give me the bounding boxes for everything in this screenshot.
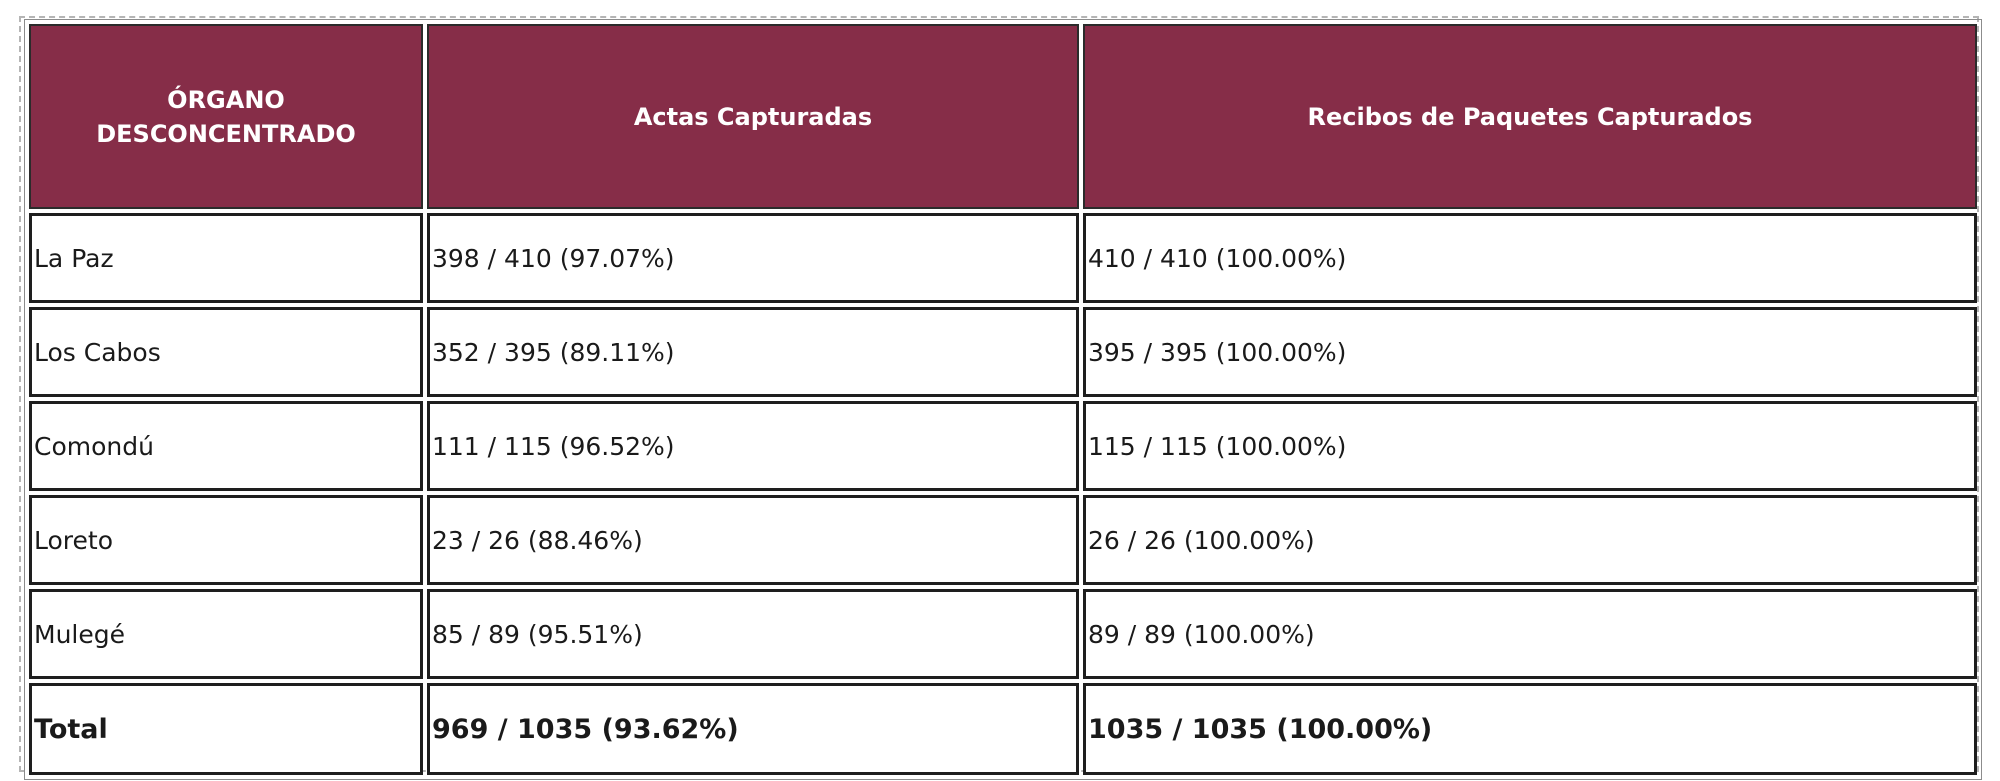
cell-actas: 85 / 89 (95.51%) (427, 589, 1079, 679)
cell-organo: Los Cabos (29, 307, 423, 397)
header-organo-line1: ÓRGANO DESCONCENTRADO (96, 85, 356, 148)
total-label: Total (29, 683, 423, 775)
header-actas: Actas Capturadas (427, 24, 1079, 209)
table-row: Loreto 23 / 26 (88.46%) 26 / 26 (100.00%… (29, 495, 1977, 585)
cell-organo: Loreto (29, 495, 423, 585)
cell-organo: La Paz (29, 213, 423, 303)
cell-actas: 111 / 115 (96.52%) (427, 401, 1079, 491)
header-recibos: Recibos de Paquetes Capturados (1083, 24, 1977, 209)
cell-actas: 352 / 395 (89.11%) (427, 307, 1079, 397)
cell-organo: Mulegé (29, 589, 423, 679)
cell-actas: 23 / 26 (88.46%) (427, 495, 1079, 585)
total-recibos: 1035 / 1035 (100.00%) (1083, 683, 1977, 775)
cell-organo: Comondú (29, 401, 423, 491)
cell-recibos: 115 / 115 (100.00%) (1083, 401, 1977, 491)
cell-recibos: 410 / 410 (100.00%) (1083, 213, 1977, 303)
table-row: La Paz 398 / 410 (97.07%) 410 / 410 (100… (29, 213, 1977, 303)
header-organo: ÓRGANO DESCONCENTRADO (29, 24, 423, 209)
table-row: Mulegé 85 / 89 (95.51%) 89 / 89 (100.00%… (29, 589, 1977, 679)
table-header-row: ÓRGANO DESCONCENTRADO Actas Capturadas R… (29, 24, 1977, 209)
table-row: Comondú 111 / 115 (96.52%) 115 / 115 (10… (29, 401, 1977, 491)
cell-recibos: 26 / 26 (100.00%) (1083, 495, 1977, 585)
total-actas: 969 / 1035 (93.62%) (427, 683, 1079, 775)
table-row: Los Cabos 352 / 395 (89.11%) 395 / 395 (… (29, 307, 1977, 397)
cell-recibos: 395 / 395 (100.00%) (1083, 307, 1977, 397)
results-table: ÓRGANO DESCONCENTRADO Actas Capturadas R… (24, 19, 1982, 780)
cell-recibos: 89 / 89 (100.00%) (1083, 589, 1977, 679)
cell-actas: 398 / 410 (97.07%) (427, 213, 1079, 303)
table-total-row: Total 969 / 1035 (93.62%) 1035 / 1035 (1… (29, 683, 1977, 775)
